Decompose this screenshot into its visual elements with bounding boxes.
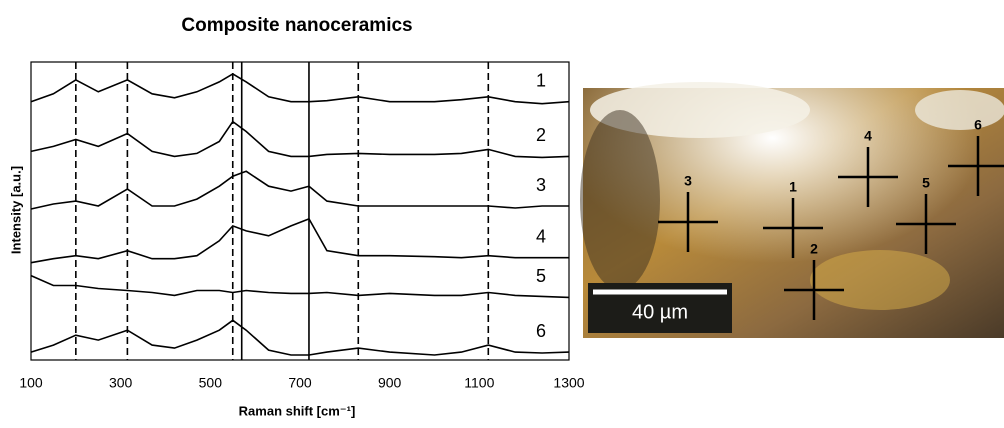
x-tick-label: 100 — [19, 375, 43, 391]
x-tick-label: 900 — [378, 375, 402, 391]
spectrum-line — [30, 274, 570, 299]
marker-label: 6 — [974, 117, 982, 133]
spectrum-line — [30, 217, 569, 264]
marker-label: 5 — [922, 175, 930, 191]
spectrum-line — [30, 120, 570, 159]
marker-label: 4 — [864, 128, 872, 144]
series-label: 4 — [536, 226, 546, 246]
y-axis-label: Intensity [a.u.] — [8, 166, 23, 254]
marker-label: 3 — [684, 173, 692, 189]
micrograph-dark — [580, 110, 660, 290]
micrograph-bright — [590, 82, 810, 138]
chart-title: Composite nanoceramics — [181, 15, 412, 36]
x-tick-label: 700 — [288, 375, 312, 391]
plot-frame — [30, 61, 570, 361]
micrograph-bright — [915, 90, 1004, 130]
micrograph: 40 µm — [580, 82, 1004, 338]
micrograph-gold — [810, 250, 950, 310]
scale-bar-label: 40 µm — [632, 301, 688, 323]
series-label: 3 — [536, 175, 546, 195]
spectrum-line — [30, 170, 569, 210]
series-label: 6 — [536, 321, 546, 341]
spectrum-line — [30, 319, 570, 356]
x-tick-label: 1300 — [553, 375, 584, 391]
x-tick-label: 300 — [109, 375, 133, 391]
marker-label: 1 — [789, 179, 797, 195]
x-tick-label: 1100 — [464, 375, 494, 391]
x-axis-label: Raman shift [cm⁻¹] — [239, 403, 356, 418]
marker-label: 2 — [810, 241, 818, 257]
series-label: 1 — [536, 70, 546, 90]
series-label: 2 — [536, 125, 546, 145]
spectrum-line — [30, 72, 570, 105]
series-label: 5 — [536, 266, 546, 286]
x-tick-label: 500 — [199, 375, 223, 391]
